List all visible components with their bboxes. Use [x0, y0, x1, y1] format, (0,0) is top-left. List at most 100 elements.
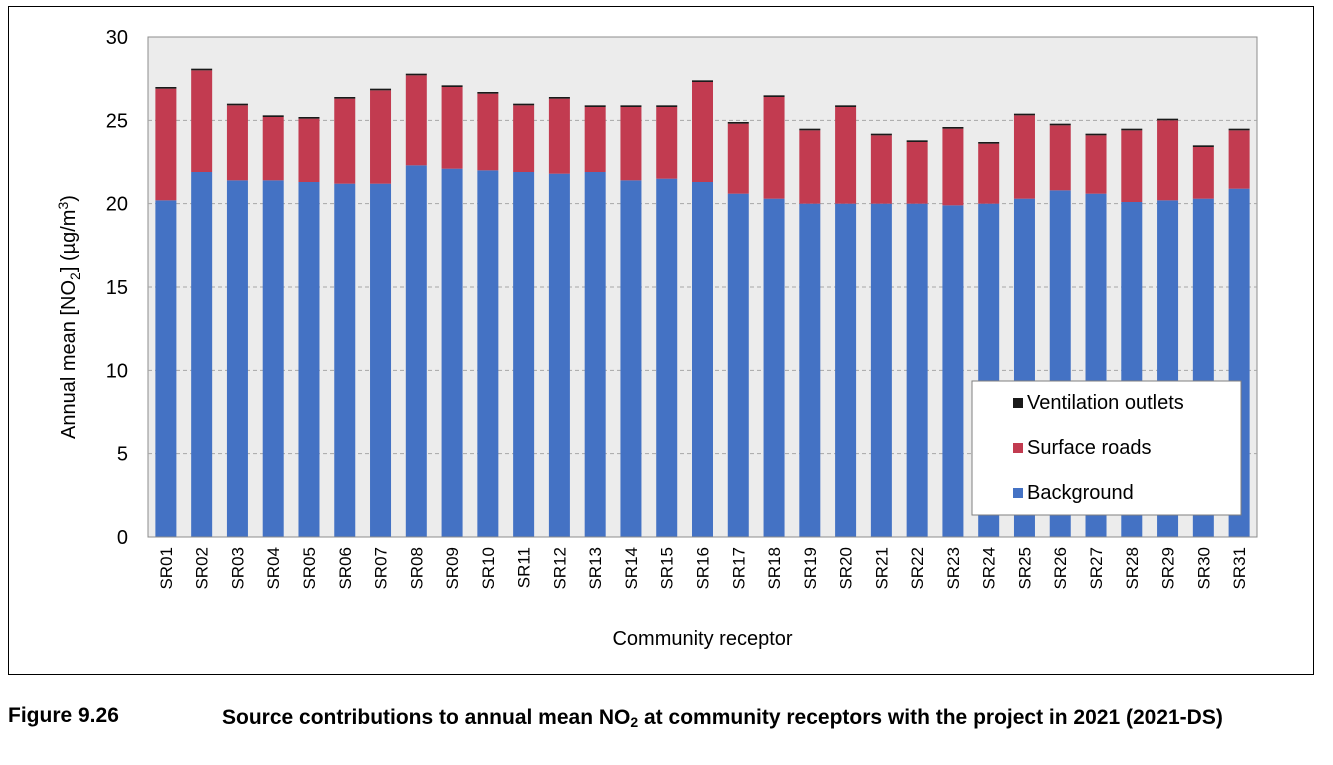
chart-frame: 0 5 10 15 20 25 30 SR01 SR02 SR03 SR04 SR05 SR06 SR07…: [8, 6, 1314, 675]
figure-number: Figure 9.26: [8, 704, 119, 727]
bar-background: [370, 183, 392, 537]
x-tick-label: SR14: [622, 547, 641, 590]
x-tick-label: SR27: [1087, 547, 1106, 590]
bar-surface-roads: [298, 118, 320, 182]
x-tick-label: SR02: [193, 547, 212, 590]
bar-surface-roads: [870, 135, 892, 204]
bar-background: [513, 172, 535, 537]
bar-ventilation-outlets: [334, 97, 356, 99]
bar-surface-roads: [334, 98, 356, 184]
bar-surface-roads: [1085, 135, 1107, 194]
bar-background: [548, 173, 570, 537]
bar-ventilation-outlets: [155, 87, 177, 89]
bar-background: [906, 203, 928, 537]
x-tick-label: SR22: [908, 547, 927, 590]
bar-ventilation-outlets: [584, 105, 606, 107]
bar-ventilation-outlets: [978, 142, 1000, 144]
x-tick-label: SR09: [443, 547, 462, 590]
x-tick-label: SR26: [1051, 547, 1070, 590]
bar-surface-roads: [370, 90, 392, 184]
y-tick-label: 15: [106, 277, 128, 299]
bar-ventilation-outlets: [1049, 123, 1071, 126]
legend-label: Background: [1027, 482, 1134, 504]
bar-background: [799, 203, 821, 537]
bar-ventilation-outlets: [298, 117, 320, 119]
bar-background: [298, 182, 320, 537]
bar-ventilation-outlets: [191, 68, 213, 71]
legend-label: Ventilation outlets: [1027, 392, 1184, 414]
bar-background: [656, 178, 678, 537]
bar-surface-roads: [584, 107, 606, 172]
bar-ventilation-outlets: [1013, 113, 1035, 116]
bar-background: [942, 205, 964, 538]
x-tick-label: SR13: [586, 547, 605, 590]
stacked-bar-chart: 0 5 10 15 20 25 30 SR01 SR02 SR03 SR04 SR05 SR06 SR07…: [55, 27, 1258, 650]
bar-background: [405, 165, 427, 538]
bar-surface-roads: [727, 123, 749, 194]
bar-surface-roads: [441, 87, 463, 169]
x-tick-label: SR07: [372, 547, 391, 590]
bar-ventilation-outlets: [1228, 128, 1250, 131]
bar-surface-roads: [262, 117, 284, 181]
figure-title: Source contributions to annual mean NO2 …: [222, 704, 1322, 736]
legend-swatch: [1013, 443, 1023, 453]
legend-swatch: [1013, 398, 1023, 408]
x-tick-label: SR15: [658, 547, 677, 590]
bar-surface-roads: [1013, 115, 1035, 199]
x-tick-label: SR08: [407, 547, 426, 590]
bar-ventilation-outlets: [548, 97, 570, 99]
bar-background: [334, 183, 356, 537]
x-tick-label: SR17: [729, 547, 748, 590]
bar-ventilation-outlets: [835, 105, 857, 107]
bar-background: [191, 172, 213, 537]
x-tick-label: SR20: [837, 547, 856, 590]
x-tick-label: SR24: [980, 547, 999, 590]
bar-background: [763, 198, 785, 537]
x-axis-title: Community receptor: [612, 628, 792, 650]
y-tick-label: 30: [106, 27, 128, 49]
bar-ventilation-outlets: [1157, 118, 1179, 121]
bar-ventilation-outlets: [262, 115, 284, 117]
bar-surface-roads: [763, 97, 785, 199]
bar-ventilation-outlets: [870, 133, 892, 136]
bar-surface-roads: [656, 107, 678, 179]
bar-ventilation-outlets: [727, 122, 749, 124]
bar-ventilation-outlets: [477, 92, 499, 94]
x-tick-label: SR06: [336, 547, 355, 590]
x-tick-label: SR30: [1194, 547, 1213, 590]
x-tick-label: SR29: [1159, 547, 1178, 590]
bar-ventilation-outlets: [513, 103, 535, 106]
bar-surface-roads: [405, 75, 427, 166]
y-axis-title: Annual mean [NO2] (µg/m3): [55, 195, 83, 439]
x-tick-label: SR11: [515, 547, 534, 588]
bar-surface-roads: [942, 128, 964, 206]
x-tick-label: SR21: [872, 547, 891, 590]
bar-ventilation-outlets: [620, 105, 642, 107]
bar-ventilation-outlets: [405, 73, 427, 76]
bar-background: [477, 170, 499, 538]
bar-surface-roads: [155, 88, 177, 201]
bar-background: [692, 182, 713, 537]
bar-ventilation-outlets: [1121, 128, 1143, 131]
bar-surface-roads: [835, 107, 857, 204]
y-tick-label: 0: [117, 527, 128, 549]
x-tick-label: SR18: [765, 547, 784, 590]
bar-ventilation-outlets: [763, 95, 785, 97]
bar-ventilation-outlets: [942, 127, 964, 129]
bar-surface-roads: [191, 70, 213, 172]
bar-surface-roads: [513, 105, 535, 172]
bar-ventilation-outlets: [1085, 133, 1107, 136]
bar-ventilation-outlets: [692, 80, 713, 82]
bar-background: [226, 180, 248, 538]
bar-surface-roads: [477, 93, 499, 171]
figure-title-part-2: at community receptors with the project …: [638, 706, 1223, 729]
bar-surface-roads: [692, 82, 713, 182]
bar-ventilation-outlets: [226, 103, 248, 106]
x-tick-label: SR04: [264, 547, 283, 590]
bar-surface-roads: [1157, 120, 1179, 201]
figure-title-part-1: Source contributions to annual mean NO: [222, 706, 631, 729]
bar-background: [870, 203, 892, 537]
bar-background: [620, 180, 642, 538]
bar-surface-roads: [1121, 130, 1143, 202]
legend-swatch: [1013, 488, 1023, 498]
